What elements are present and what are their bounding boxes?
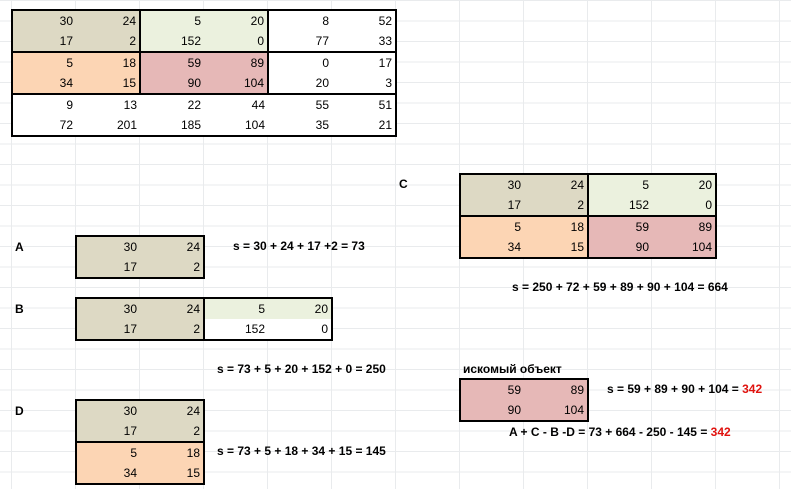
cell[interactable]: 52 — [332, 9, 397, 31]
cell[interactable]: 30 — [75, 399, 140, 421]
cell[interactable]: 17 — [459, 195, 524, 217]
cell[interactable]: 59 — [140, 52, 204, 73]
cell[interactable]: 152 — [140, 31, 204, 53]
block-c-table: 30 24 5 20 17 2 152 0 5 18 59 89 34 15 9… — [459, 173, 717, 259]
cell[interactable]: 30 — [75, 235, 140, 257]
final-formula: A + C - B -D = 73 + 664 - 250 - 145 = 34… — [509, 425, 731, 439]
cell[interactable]: 15 — [524, 237, 589, 259]
cell[interactable]: 24 — [140, 235, 205, 257]
cell[interactable]: 55 — [268, 94, 332, 115]
cell[interactable]: 5 — [459, 216, 524, 237]
cell[interactable]: 20 — [204, 9, 269, 31]
cell[interactable]: 17 — [75, 319, 140, 341]
cell[interactable]: 2 — [524, 195, 589, 217]
final-formula-text: A + C - B -D = 73 + 664 - 250 - 145 = — [509, 425, 711, 439]
cell[interactable]: 0 — [268, 52, 332, 73]
cell[interactable]: 21 — [332, 115, 397, 137]
cell[interactable]: 59 — [588, 216, 652, 237]
cell[interactable]: 24 — [524, 173, 589, 195]
cell[interactable]: 30 — [459, 173, 524, 195]
cell[interactable]: 13 — [76, 94, 140, 115]
cell[interactable]: 89 — [652, 216, 717, 237]
cell[interactable]: 185 — [140, 115, 204, 137]
label-d: D — [15, 404, 24, 418]
label-c: C — [399, 177, 408, 191]
cell[interactable]: 89 — [524, 378, 589, 400]
target-title: искомый объект — [463, 362, 562, 376]
cell[interactable]: 18 — [140, 442, 205, 463]
cell[interactable]: 18 — [524, 216, 589, 237]
cell[interactable]: 3 — [332, 73, 397, 95]
cell[interactable]: 30 — [11, 9, 76, 31]
target-table: 59 89 90 104 — [459, 378, 589, 422]
cell[interactable]: 2 — [140, 421, 205, 443]
cell[interactable]: 24 — [140, 297, 205, 319]
cell[interactable]: 5 — [11, 52, 76, 73]
cell[interactable]: 2 — [76, 31, 141, 53]
cell[interactable]: 5 — [75, 442, 140, 463]
formula-target-text: s = 59 + 89 + 90 + 104 = — [607, 382, 743, 396]
cell[interactable]: 9 — [11, 94, 76, 115]
formula-target: s = 59 + 89 + 90 + 104 = 342 — [607, 382, 762, 396]
block-a-table: 30 24 17 2 — [75, 235, 205, 279]
cell[interactable]: 20 — [268, 297, 333, 319]
cell[interactable]: 17 — [332, 52, 397, 73]
cell[interactable]: 0 — [652, 195, 717, 217]
cell[interactable]: 35 — [268, 115, 332, 137]
cell[interactable]: 8 — [268, 9, 332, 31]
cell[interactable]: 34 — [75, 463, 140, 485]
cell[interactable]: 51 — [332, 94, 397, 115]
cell[interactable]: 5 — [140, 9, 204, 31]
cell[interactable]: 72 — [11, 115, 76, 137]
block-d-table: 30 24 17 2 5 18 34 15 — [75, 399, 205, 485]
cell[interactable]: 89 — [204, 52, 269, 73]
cell[interactable]: 15 — [140, 463, 205, 485]
cell[interactable]: 2 — [140, 257, 205, 279]
cell[interactable]: 24 — [76, 9, 141, 31]
cell[interactable]: 20 — [652, 173, 717, 195]
cell[interactable]: 90 — [588, 237, 652, 259]
cell[interactable]: 17 — [75, 421, 140, 443]
formula-a: s = 30 + 24 + 17 +2 = 73 — [233, 239, 365, 253]
cell[interactable]: 5 — [588, 173, 652, 195]
cell[interactable]: 104 — [652, 237, 717, 259]
final-formula-result: 342 — [710, 425, 731, 439]
cell[interactable]: 44 — [204, 94, 268, 115]
cell[interactable]: 152 — [588, 195, 652, 217]
main-table: 30 24 5 20 8 52 17 2 152 0 77 33 5 18 59… — [11, 9, 397, 137]
cell[interactable]: 34 — [459, 237, 524, 259]
cell[interactable]: 17 — [11, 31, 76, 53]
cell[interactable]: 0 — [204, 31, 269, 53]
cell[interactable]: 90 — [140, 73, 204, 95]
cell[interactable]: 17 — [75, 257, 140, 279]
label-b: B — [15, 302, 24, 316]
formula-c: s = 250 + 72 + 59 + 89 + 90 + 104 = 664 — [512, 280, 728, 294]
cell[interactable]: 104 — [204, 115, 268, 137]
cell[interactable]: 30 — [75, 297, 140, 319]
formula-target-result: 342 — [742, 382, 763, 396]
formula-b: s = 73 + 5 + 20 + 152 + 0 = 250 — [217, 362, 386, 376]
cell[interactable]: 24 — [140, 399, 205, 421]
cell[interactable]: 20 — [268, 73, 332, 95]
cell[interactable]: 152 — [204, 319, 268, 341]
cell[interactable]: 90 — [459, 400, 524, 422]
label-a: A — [15, 240, 24, 254]
cell[interactable]: 201 — [76, 115, 140, 137]
cell[interactable]: 33 — [332, 31, 397, 53]
formula-d: s = 73 + 5 + 18 + 34 + 15 = 145 — [217, 444, 386, 458]
cell[interactable]: 22 — [140, 94, 204, 115]
cell[interactable]: 2 — [140, 319, 205, 341]
cell[interactable]: 0 — [268, 319, 333, 341]
cell[interactable]: 18 — [76, 52, 141, 73]
cell[interactable]: 5 — [204, 297, 268, 319]
cell[interactable]: 77 — [268, 31, 332, 53]
cell[interactable]: 59 — [459, 378, 524, 400]
cell[interactable]: 34 — [11, 73, 76, 95]
cell[interactable]: 104 — [204, 73, 269, 95]
block-b-table: 30 24 5 20 17 2 152 0 — [75, 297, 333, 341]
cell[interactable]: 15 — [76, 73, 141, 95]
cell[interactable]: 104 — [524, 400, 589, 422]
